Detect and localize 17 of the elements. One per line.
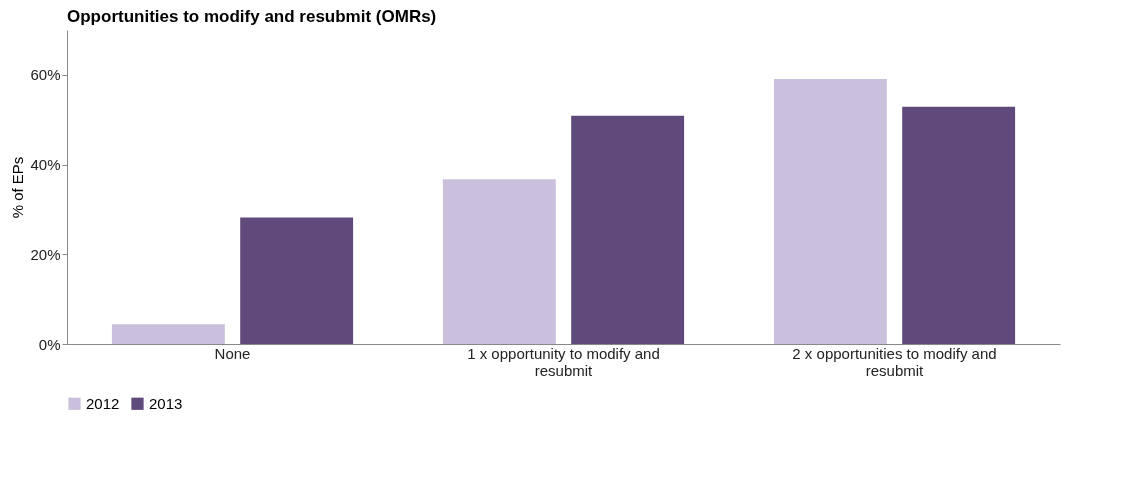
bar xyxy=(773,78,887,344)
legend-label: 2013 xyxy=(149,394,183,412)
y-tick-label: 40% xyxy=(30,156,61,174)
x-tick-label: 1 x opportunity to modify and resubmit xyxy=(467,344,660,379)
bar xyxy=(442,179,556,344)
y-tick-label: 60% xyxy=(30,66,61,84)
x-tick-label: None xyxy=(214,344,251,362)
bar xyxy=(571,115,685,344)
y-tick-label: 0% xyxy=(38,335,61,353)
bar xyxy=(111,324,225,344)
y-axis-title: % of EPs xyxy=(9,156,27,219)
chart-title: Opportunities to modify and resubmit (OMRs) xyxy=(67,7,437,26)
legend-label: 2012 xyxy=(86,394,120,412)
bar xyxy=(240,217,354,344)
y-tick-label: 20% xyxy=(30,245,61,263)
bar xyxy=(902,106,1016,344)
x-tick-label: 2 x opportunities to modify and resubmit xyxy=(792,344,997,379)
